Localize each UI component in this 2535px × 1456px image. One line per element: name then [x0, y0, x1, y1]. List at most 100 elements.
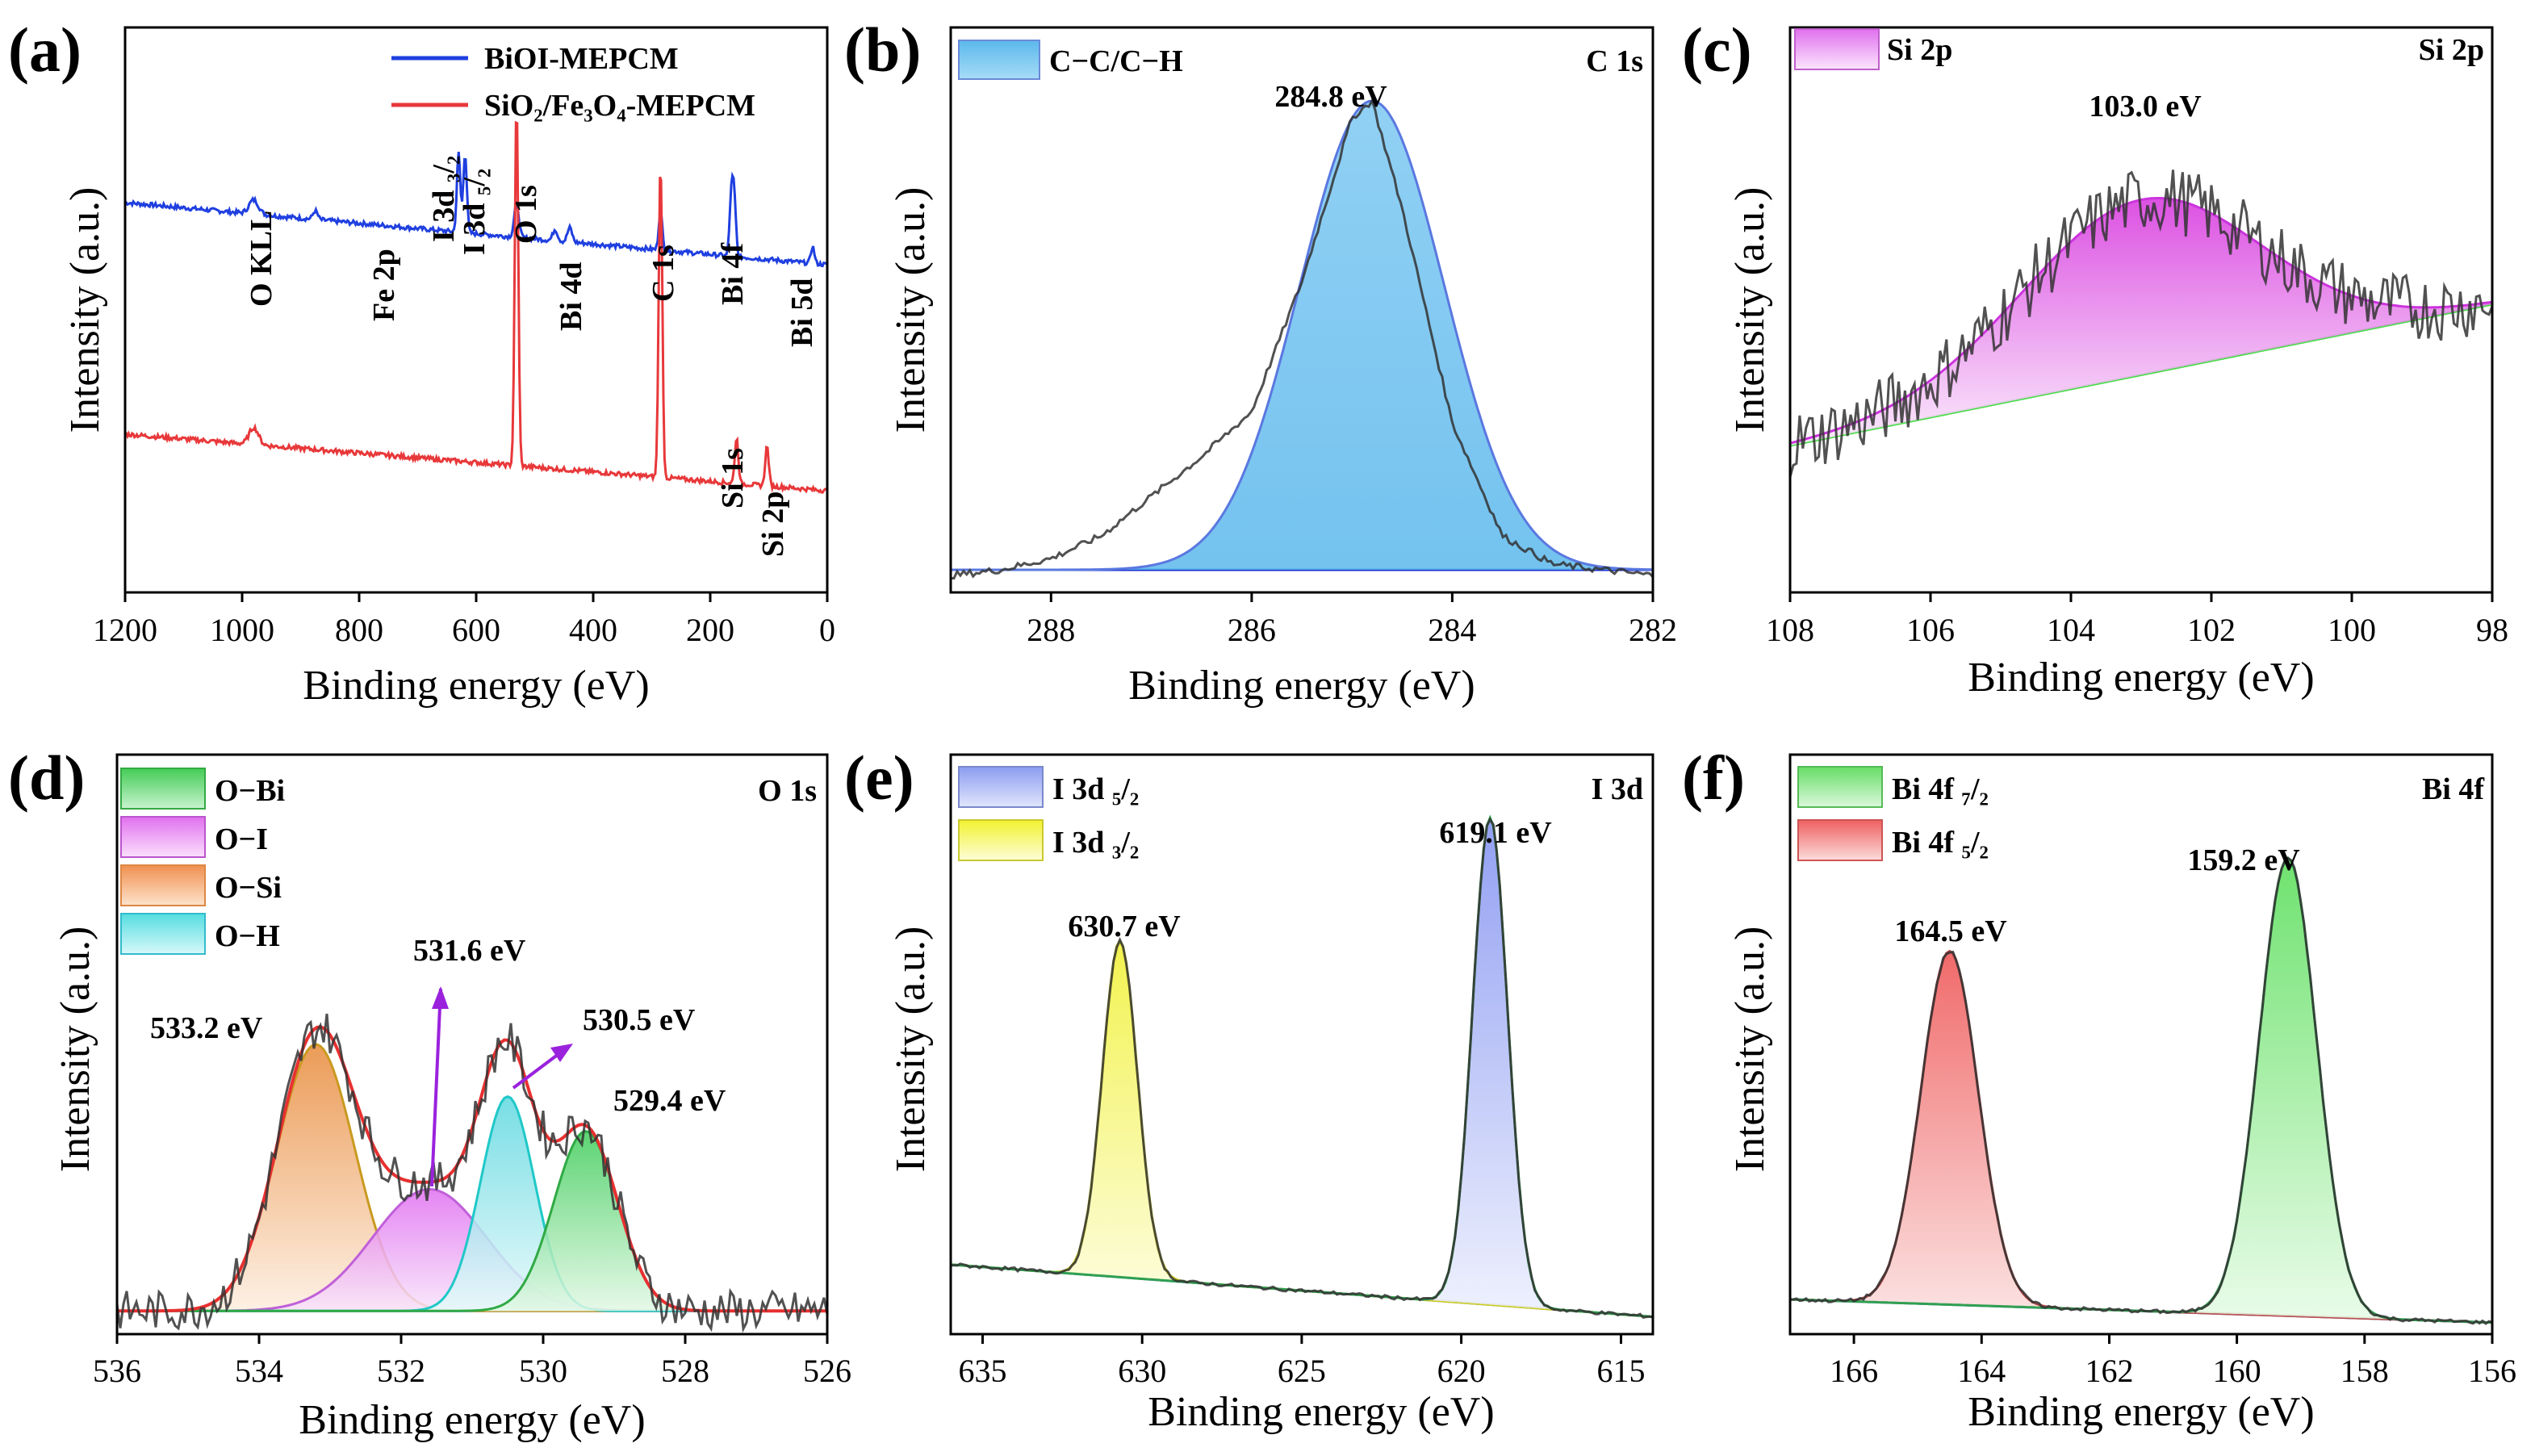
legend-label: I 3d ₃/₂: [1052, 826, 1139, 860]
fit-peak-outline: [951, 99, 1654, 571]
xtick-label: 534: [235, 1353, 283, 1389]
corner-label: Bi 4f: [2422, 772, 2485, 806]
xtick-label: 800: [335, 612, 383, 648]
raw-data-line: [1789, 856, 2493, 1325]
y-axis-label: Intensity (a.u.): [62, 187, 108, 433]
raw-data-line: [1788, 169, 2494, 478]
panel-e: (e) 635 630 625 620 615 Binding energy (…: [844, 743, 1654, 1435]
legend-swatch-i3d52: [958, 766, 1044, 808]
xtick-label: 532: [377, 1353, 425, 1389]
corner-label: I 3d: [1592, 772, 1643, 806]
panel-b-series: [950, 98, 1654, 580]
xtick-label: 1200: [93, 612, 157, 648]
arrow-531-6: [430, 988, 442, 1187]
y-axis-label: Intensity (a.u.): [1727, 927, 1773, 1173]
panel-label-d: (d): [8, 743, 85, 813]
legend-swatch-i3d32: [958, 819, 1044, 861]
annotation: Bi 4d: [554, 261, 588, 331]
legend-d: O−Bi O−I O−Si O−H: [120, 768, 285, 955]
panel-d-series: [115, 1013, 829, 1333]
arrow-head: [550, 1044, 573, 1062]
xtick-label: 100: [2328, 612, 2376, 648]
xtick-label: 158: [2340, 1353, 2389, 1389]
fit-peak-fill: [951, 818, 1653, 1317]
legend-swatch-ccch: [958, 40, 1040, 80]
xtick-label: 400: [569, 612, 617, 648]
legend-swatch-bi4f72: [1797, 766, 1883, 808]
xtick-label: 162: [2085, 1353, 2134, 1389]
y-axis-label: Intensity (a.u.): [52, 927, 98, 1173]
legend-label: O−Si: [215, 871, 282, 905]
panel-label-c: (c): [1682, 15, 1752, 85]
xtick-label: 526: [803, 1353, 851, 1389]
xtick-label: 288: [1027, 612, 1075, 648]
panel-label-a: (a): [8, 15, 82, 85]
panel-c-series: [1788, 169, 2494, 478]
panel-c-xticks: 108 106 104 102 100 98: [1766, 592, 2508, 648]
panel-b-xticks: 288 286 284 282: [1027, 592, 1677, 648]
x-axis-label: Binding energy (eV): [303, 663, 649, 709]
xtick-label: 104: [2047, 612, 2095, 648]
survey-line-sio2: [124, 120, 828, 494]
annotation: O 1s: [509, 185, 543, 244]
panel-label-f: (f): [1682, 743, 1745, 813]
panel-a: (a) 1200 1000 800 600 400 200 0 Binding …: [8, 15, 835, 709]
panel-f-frame: [1788, 753, 2494, 1336]
xtick-label: 200: [686, 612, 734, 648]
legend-label: Si 2p: [1887, 33, 1952, 67]
xtick-label: 1000: [210, 612, 274, 648]
panel-b-frame: [949, 26, 1654, 594]
legend-swatch-bi4f52: [1797, 819, 1883, 861]
fit-peak-fill: [1790, 198, 2492, 446]
annotation: C 1s: [646, 245, 680, 302]
legend-label: SiO₂/Fe₃O₄-MEPCM: [484, 89, 755, 123]
y-axis-label: Intensity (a.u.): [888, 187, 934, 433]
xtick-label: 600: [452, 612, 500, 648]
raw-data-line: [950, 98, 1654, 580]
panel-a-xticks: 1200 1000 800 600 400 200 0: [93, 592, 835, 648]
panel-f: (f) 166 164 162 160 158 156 Binding ener…: [1682, 743, 2516, 1435]
legend-swatch-si2p: [1794, 28, 1880, 70]
legend-swatch-oh: [120, 913, 206, 955]
xtick-label: 106: [1906, 612, 1955, 648]
annotation: I 3d ₅/₂: [458, 169, 492, 255]
corner-label: Si 2p: [2419, 33, 2484, 67]
xtick-label: 156: [2468, 1353, 2516, 1389]
panel-c-frame: [1788, 26, 2494, 594]
raw-data-line: [115, 1013, 829, 1333]
fit-peak-fill: [117, 1096, 827, 1312]
panel-f-series: [1789, 856, 2493, 1325]
xtick-label: 530: [519, 1353, 567, 1389]
annotation: Si 2p: [756, 492, 790, 557]
corner-label: C 1s: [1586, 44, 1643, 78]
legend-label: C−C/C−H: [1049, 44, 1183, 78]
peak-annotation: 531.6 eV: [413, 934, 526, 968]
annotation: Bi 4f: [716, 242, 750, 305]
xtick-label: 615: [1597, 1353, 1646, 1389]
peak-annotation: 529.4 eV: [613, 1084, 726, 1118]
xtick-label: 160: [2213, 1353, 2261, 1389]
legend-swatch-osi: [120, 864, 206, 906]
peak-annotation: 164.5 eV: [1894, 914, 2007, 948]
panel-a-series: [124, 120, 829, 494]
xtick-label: 282: [1629, 612, 1677, 648]
xtick-label: 286: [1228, 612, 1276, 648]
peak-annotation: 533.2 eV: [150, 1011, 263, 1045]
peak-annotation: 530.5 eV: [583, 1003, 696, 1037]
legend-swatch-obi: [120, 768, 206, 810]
panel-c: (c) 108 106 104 102 100 98 Binding energ…: [1682, 15, 2508, 701]
corner-label: O 1s: [758, 774, 817, 808]
x-axis-label: Binding energy (eV): [1128, 663, 1475, 709]
fit-peak-fill: [1790, 858, 2492, 1323]
panel-b: (b) 288 286 284 282 Binding energy (eV) …: [844, 15, 1677, 709]
panel-f-xticks: 166 164 162 160 158 156: [1830, 1334, 2516, 1389]
fit-peak-fill: [117, 1044, 827, 1312]
fit-peak-fill: [1790, 951, 2492, 1323]
legend-label: BiOI-MEPCM: [484, 42, 679, 76]
xtick-label: 166: [1830, 1353, 1878, 1389]
peak-annotation: 284.8 eV: [1274, 80, 1387, 114]
fit-peak-fill: [951, 941, 1653, 1317]
xtick-label: 630: [1118, 1353, 1166, 1389]
xtick-label: 164: [1957, 1353, 2006, 1389]
fit-peak-outline: [950, 939, 1654, 1318]
